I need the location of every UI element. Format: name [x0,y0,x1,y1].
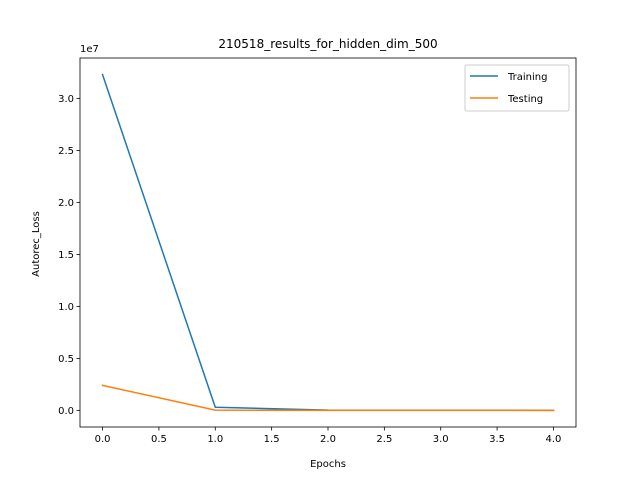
y-axis-offset-label: 1e7 [80,44,99,55]
y-tick-label: 0.0 [58,406,74,417]
series-line-testing [101,384,555,412]
plot-frame [79,57,577,428]
chart-title: 210518_results_for_hidden_dim_500 [218,37,437,51]
y-axis-label: Autorec_Loss [31,211,42,277]
x-tick-label: 0.0 [95,434,111,445]
x-tick-label: 3.5 [489,434,505,445]
legend-label-testing: Testing [507,94,543,105]
x-tick-label: 1.0 [207,434,223,445]
x-tick-label: 2.0 [320,434,336,445]
x-tick-label: 4.0 [546,434,562,445]
x-tick-label: 1.5 [264,434,280,445]
y-axis-ticks: 0.0 0.5 1.0 1.5 2.0 2.5 3.0 [58,94,80,417]
y-tick-label: 0.5 [58,354,74,365]
y-tick-label: 1.0 [58,302,74,313]
y-tick-label: 3.0 [58,94,74,105]
legend-label-training: Training [507,72,547,83]
series-layer [101,73,555,412]
x-axis-ticks: 0.0 0.5 1.0 1.5 2.0 2.5 3.0 3.5 4.0 [95,427,562,445]
x-tick-label: 3.0 [433,434,449,445]
y-tick-label: 2.0 [58,198,74,209]
x-axis-label: Epochs [310,459,346,470]
y-tick-label: 2.5 [58,146,74,157]
y-tick-label: 1.5 [58,250,74,261]
x-tick-label: 2.5 [376,434,392,445]
legend: Training Testing [464,64,570,112]
x-tick-label: 0.5 [151,434,167,445]
